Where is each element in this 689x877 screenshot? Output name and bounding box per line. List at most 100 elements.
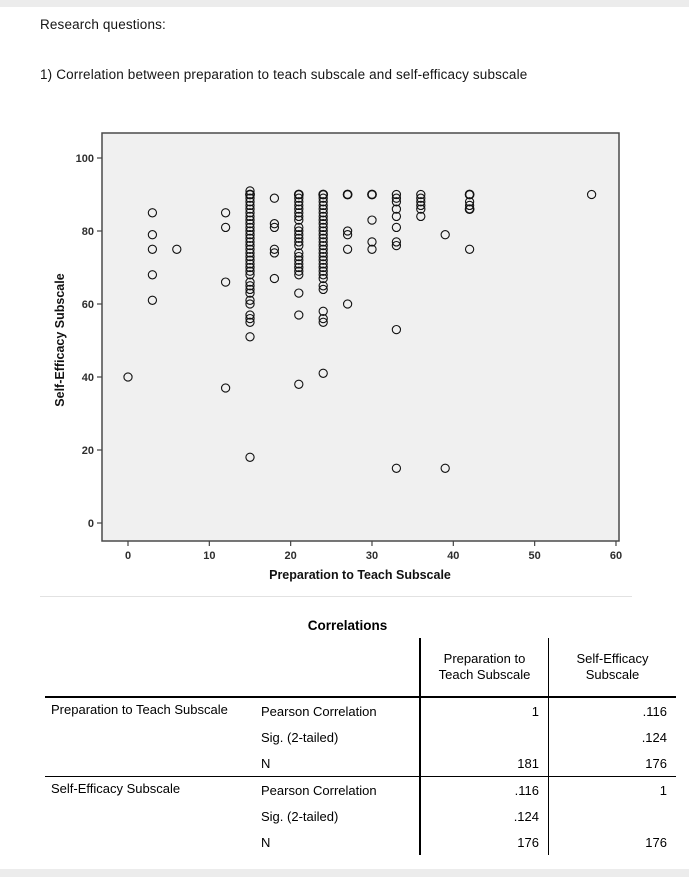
scatter-point [220, 383, 231, 393]
scatter-point [391, 222, 402, 233]
value-cell: .116 [419, 776, 549, 803]
scatter-point [416, 211, 426, 222]
row-group-label-preparation: Preparation to Teach Subscale [51, 702, 228, 717]
scatter-point [318, 215, 328, 225]
x-tick-label: 40 [447, 550, 459, 562]
scatter-point [294, 222, 304, 233]
x-tick-label: 10 [203, 550, 215, 562]
row-group-label-selfefficacy: Self-Efficacy Subscale [45, 776, 255, 855]
scatter-point [294, 226, 304, 236]
scatter-point [440, 230, 450, 240]
scatter-point [318, 244, 328, 254]
scatter-point [269, 222, 280, 233]
scatter-point [586, 189, 597, 200]
scatter-point [294, 240, 304, 251]
plot-area [101, 132, 620, 542]
scatter-point [245, 233, 255, 243]
scatter-point [294, 255, 304, 265]
table-row: Sig. (2-tailed) .124 [45, 724, 676, 750]
scatter-point [367, 237, 377, 247]
scatter-point [123, 372, 133, 382]
y-tick-label: 80 [82, 226, 94, 238]
scatter-point [294, 270, 304, 280]
scatter-point [269, 193, 280, 203]
scatter-point [147, 244, 158, 254]
scatter-point [269, 248, 280, 258]
scatter-point [416, 200, 426, 211]
scatter-point [318, 368, 328, 378]
scatter-point [294, 204, 304, 214]
scatter-point [245, 284, 255, 295]
scatter-point [245, 277, 255, 287]
scatter-point [294, 310, 304, 320]
scatter-point [245, 197, 255, 207]
scatter-point [245, 295, 255, 305]
scatter-point [172, 244, 182, 254]
table-row: N 181 176 [45, 750, 676, 777]
y-tick-label: 40 [82, 372, 94, 384]
y-tick-label: 100 [76, 153, 94, 165]
scatter-point [464, 244, 475, 254]
stat-label: Pearson Correlation [261, 703, 377, 719]
scatter-point [245, 310, 255, 320]
scatter-point [464, 197, 475, 207]
value-cell: 1 [548, 776, 676, 803]
scatter-point [391, 197, 402, 207]
scatter-point [318, 248, 328, 258]
scatterplot-container: 0 10 20 30 40 50 60 0 20 40 60 80 100 Preparation to… [0, 120, 689, 590]
header-col-preparation: Preparation to Teach Subscale [419, 638, 549, 698]
scatter-point [269, 273, 280, 284]
scatter-point [318, 306, 328, 316]
scatter-point [245, 270, 255, 280]
scatter-point [147, 230, 158, 240]
scatter-point [318, 251, 328, 262]
scatter-point [245, 266, 255, 276]
scatter-point [294, 262, 304, 273]
scatter-point [318, 284, 328, 295]
scatter-points [123, 186, 597, 473]
scatter-point [318, 259, 328, 269]
scatter-point [147, 270, 158, 280]
value-cell: 176 [548, 750, 676, 777]
scatter-point [245, 230, 255, 240]
scatter-point [391, 211, 402, 222]
value-cell: 1 [419, 697, 549, 724]
scatter-point [293, 189, 304, 200]
scatter-point [245, 317, 255, 327]
value-cell: .124 [419, 803, 549, 829]
scatter-point [220, 277, 231, 287]
scatter-point [294, 259, 304, 269]
value-cell: 181 [419, 750, 549, 777]
scatter-point [294, 288, 304, 298]
scatter-point [318, 193, 328, 203]
table-row: Sig. (2-tailed) .124 [45, 803, 676, 829]
value-cell: 176 [548, 829, 676, 855]
header-col-selfefficacy: Self-Efficacy Subscale [548, 638, 676, 698]
header-empty-cell [45, 638, 255, 698]
section-divider [40, 596, 632, 597]
scatter-point [391, 193, 402, 203]
x-tick-label: 0 [125, 550, 131, 562]
scatter-point [416, 197, 426, 207]
scatter-point [318, 317, 328, 327]
scatter-point [245, 226, 255, 236]
scatter-point [318, 266, 328, 276]
correlations-table-title: Correlations [307, 618, 388, 633]
scatter-point [245, 208, 255, 218]
scatter-point [416, 204, 426, 214]
scatter-point [367, 215, 377, 225]
scatter-point [342, 299, 353, 309]
scatter-point [318, 211, 328, 222]
page-bottom-strip [0, 869, 689, 877]
stat-label: N [261, 755, 271, 771]
scatter-point [318, 262, 328, 273]
x-axis-title: Preparation to Teach Subscale [269, 568, 451, 582]
scatter-point [294, 200, 304, 211]
value-cell: .116 [548, 697, 676, 724]
scatter-point [294, 233, 304, 243]
scatter-point [245, 222, 255, 233]
scatter-point [245, 193, 255, 203]
scatter-point [294, 230, 304, 240]
scatter-point [245, 237, 255, 247]
scatter-point [367, 189, 377, 200]
